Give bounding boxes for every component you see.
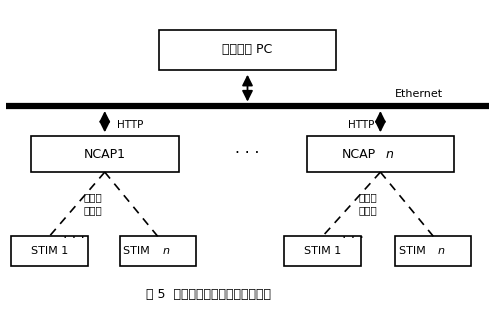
Text: · · ·: · · ·: [235, 146, 260, 161]
Bar: [159, 30, 336, 70]
Bar: [119, 236, 196, 266]
Text: · · ·: · · ·: [63, 231, 85, 245]
Bar: [11, 236, 88, 266]
Text: 监测中心 PC: 监测中心 PC: [222, 43, 273, 57]
Text: · · ·: · · ·: [343, 231, 364, 245]
Text: STIM 1: STIM 1: [304, 246, 341, 256]
Text: STIM: STIM: [399, 246, 429, 256]
Text: STIM 1: STIM 1: [31, 246, 68, 256]
Bar: [306, 136, 454, 172]
Text: $n$: $n$: [161, 246, 170, 256]
Text: 蓝牙无
线信道: 蓝牙无 线信道: [359, 192, 378, 215]
Text: NCAP1: NCAP1: [84, 148, 126, 161]
FancyArrowPatch shape: [243, 77, 252, 100]
Text: Ethernet: Ethernet: [395, 89, 444, 100]
Text: 图 5  病人远程监护系统结构示意图: 图 5 病人远程监护系统结构示意图: [146, 288, 271, 301]
FancyArrowPatch shape: [100, 113, 109, 130]
Text: NCAP: NCAP: [342, 148, 376, 161]
Bar: [285, 236, 361, 266]
Text: STIM: STIM: [123, 246, 154, 256]
FancyArrowPatch shape: [376, 113, 385, 130]
Text: HTTP: HTTP: [348, 120, 375, 130]
Bar: [395, 236, 471, 266]
Text: HTTP: HTTP: [117, 120, 144, 130]
Text: 蓝牙无
线信道: 蓝牙无 线信道: [83, 192, 102, 215]
Text: $n$: $n$: [385, 148, 395, 161]
Bar: [31, 136, 179, 172]
Text: $n$: $n$: [437, 246, 446, 256]
